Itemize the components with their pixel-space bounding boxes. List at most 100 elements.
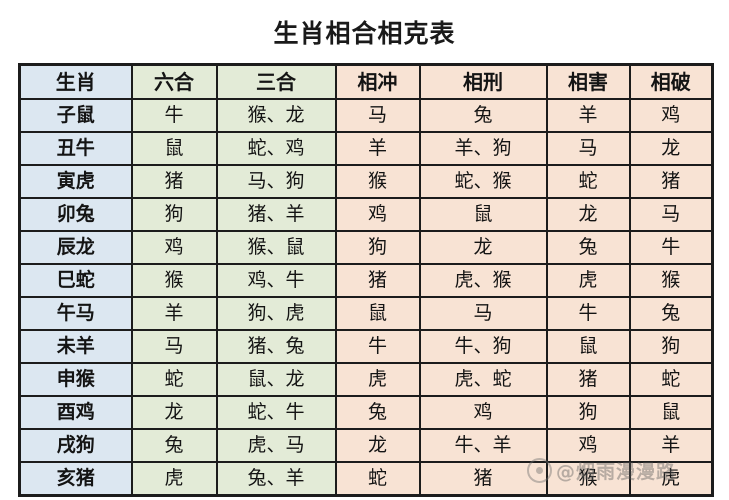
liuhe-value: 猪 [130,164,218,199]
xianghai-value: 猪 [545,362,631,397]
table-header-row: 生肖 六合 三合 相冲 相刑 相害 相破 [18,63,714,100]
xianghai-value: 马 [545,131,631,166]
page-title: 生肖相合相克表 [273,19,456,48]
xianghai-value: 蛇 [545,164,631,199]
xiangchong-value: 猪 [334,263,421,298]
table-row: 子鼠牛猴、龙马兔羊鸡 [18,98,714,133]
liuhe-value: 鸡 [130,230,218,265]
xianghai-value: 牛 [545,296,631,331]
xiangpo-value: 牛 [628,230,714,265]
column-header-xiangchong: 相冲 [334,63,421,100]
xiangpo-value: 虎 [628,461,714,497]
zodiac-sign: 丑牛 [18,131,133,166]
table-body: 子鼠牛猴、龙马兔羊鸡丑牛鼠蛇、鸡羊羊、狗马龙寅虎猪马、狗猴蛇、猴蛇猪卯兔狗猪、羊… [18,98,714,497]
table-row: 辰龙鸡猴、鼠狗龙兔牛 [18,230,714,265]
xiangpo-value: 狗 [628,329,714,364]
xiangchong-value: 鸡 [334,197,421,232]
xiangpo-value: 鸡 [628,98,714,133]
xianghai-value: 鼠 [545,329,631,364]
liuhe-value: 狗 [130,197,218,232]
column-header-liuhe: 六合 [130,63,218,100]
xianghai-value: 羊 [545,98,631,133]
sanhe-value: 马、狗 [215,164,337,199]
xiangpo-value: 猴 [628,263,714,298]
xiangxing-value: 蛇、猴 [418,164,548,199]
zodiac-sign: 子鼠 [18,98,133,133]
table-row: 寅虎猪马、狗猴蛇、猴蛇猪 [18,164,714,199]
xiangchong-value: 兔 [334,395,421,430]
xianghai-value: 鸡 [545,428,631,463]
xiangpo-value: 马 [628,197,714,232]
xiangchong-value: 虎 [334,362,421,397]
liuhe-value: 虎 [130,461,218,497]
xiangxing-value: 虎、蛇 [418,362,548,397]
table-row: 午马羊狗、虎鼠马牛兔 [18,296,714,331]
zodiac-compatibility-table: 生肖 六合 三合 相冲 相刑 相害 相破 子鼠牛猴、龙马兔羊鸡丑牛鼠蛇、鸡羊羊、… [18,63,714,497]
xiangpo-value: 羊 [628,428,714,463]
sanhe-value: 兔、羊 [215,461,337,497]
column-header-xiangxing: 相刑 [418,63,548,100]
zodiac-sign: 亥猪 [18,461,133,497]
xianghai-value: 龙 [545,197,631,232]
xiangxing-value: 猪 [418,461,548,497]
liuhe-value: 猴 [130,263,218,298]
xiangpo-value: 兔 [628,296,714,331]
liuhe-value: 鼠 [130,131,218,166]
xiangxing-value: 鸡 [418,395,548,430]
table-row: 丑牛鼠蛇、鸡羊羊、狗马龙 [18,131,714,166]
xiangchong-value: 猴 [334,164,421,199]
table-row: 申猴蛇鼠、龙虎虎、蛇猪蛇 [18,362,714,397]
xianghai-value: 兔 [545,230,631,265]
liuhe-value: 马 [130,329,218,364]
xiangpo-value: 蛇 [628,362,714,397]
liuhe-value: 蛇 [130,362,218,397]
zodiac-sign: 酉鸡 [18,395,133,430]
table-row: 戌狗兔虎、马龙牛、羊鸡羊 [18,428,714,463]
table-row: 未羊马猪、兔牛牛、狗鼠狗 [18,329,714,364]
sanhe-value: 猴、龙 [215,98,337,133]
liuhe-value: 羊 [130,296,218,331]
xiangxing-value: 羊、狗 [418,131,548,166]
xiangpo-value: 鼠 [628,395,714,430]
zodiac-sign: 巳蛇 [18,263,133,298]
zodiac-sign: 戌狗 [18,428,133,463]
xiangchong-value: 龙 [334,428,421,463]
xianghai-value: 狗 [545,395,631,430]
zodiac-sign: 卯兔 [18,197,133,232]
xiangxing-value: 兔 [418,98,548,133]
zodiac-sign: 辰龙 [18,230,133,265]
xiangchong-value: 牛 [334,329,421,364]
column-header-sanhe: 三合 [215,63,337,100]
sanhe-value: 虎、马 [215,428,337,463]
zodiac-sign: 未羊 [18,329,133,364]
table-row: 巳蛇猴鸡、牛猪虎、猴虎猴 [18,263,714,298]
xiangchong-value: 马 [334,98,421,133]
xiangchong-value: 狗 [334,230,421,265]
liuhe-value: 龙 [130,395,218,430]
sanhe-value: 猪、兔 [215,329,337,364]
zodiac-sign: 午马 [18,296,133,331]
liuhe-value: 牛 [130,98,218,133]
sanhe-value: 鸡、牛 [215,263,337,298]
zodiac-sign: 寅虎 [18,164,133,199]
xianghai-value: 猴 [545,461,631,497]
column-header-xiangpo: 相破 [628,63,714,100]
table-row: 亥猪虎兔、羊蛇猪猴虎 [18,461,714,497]
liuhe-value: 兔 [130,428,218,463]
xiangpo-value: 龙 [628,131,714,166]
zodiac-table-container: 生肖 六合 三合 相冲 相刑 相害 相破 子鼠牛猴、龙马兔羊鸡丑牛鼠蛇、鸡羊羊、… [18,63,714,497]
column-header-xianghai: 相害 [545,63,631,100]
sanhe-value: 蛇、鸡 [215,131,337,166]
sanhe-value: 蛇、牛 [215,395,337,430]
table-row: 酉鸡龙蛇、牛兔鸡狗鼠 [18,395,714,430]
sanhe-value: 鼠、龙 [215,362,337,397]
table-row: 卯兔狗猪、羊鸡鼠龙马 [18,197,714,232]
xiangxing-value: 鼠 [418,197,548,232]
xiangpo-value: 猪 [628,164,714,199]
zodiac-sign: 申猴 [18,362,133,397]
xiangxing-value: 牛、羊 [418,428,548,463]
xiangchong-value: 蛇 [334,461,421,497]
xiangchong-value: 鼠 [334,296,421,331]
xiangchong-value: 羊 [334,131,421,166]
sanhe-value: 狗、虎 [215,296,337,331]
